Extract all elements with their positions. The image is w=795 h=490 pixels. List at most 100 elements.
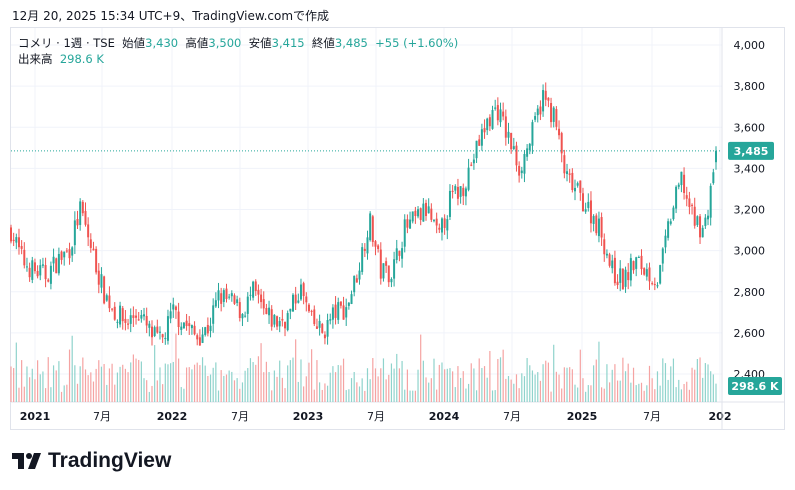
candle-body [651, 283, 654, 285]
volume-bar [92, 381, 95, 402]
volume-bar [385, 379, 387, 402]
candle-body [401, 248, 404, 259]
candle-body [172, 304, 175, 310]
symbol-label[interactable]: コメリ · 1週 · TSE [18, 36, 115, 50]
candle-body [419, 208, 422, 220]
candle-body [709, 185, 712, 218]
volume-bar [406, 369, 408, 402]
volume-bar [664, 363, 667, 402]
volume-bar [571, 369, 573, 402]
candle-body [656, 285, 659, 287]
candle-body [398, 250, 401, 256]
candle-body [129, 315, 132, 324]
volume-bar [518, 388, 520, 402]
candle-body [459, 186, 462, 197]
candle-body [515, 145, 518, 166]
candle-body [507, 131, 510, 138]
candle-body [315, 326, 318, 329]
candle-body [286, 313, 289, 331]
volume-bar [60, 391, 63, 402]
candle-body [595, 215, 598, 234]
volume-bar [236, 378, 238, 402]
volume-bar [483, 366, 486, 402]
volume-bar [271, 390, 273, 402]
candle-body [693, 206, 696, 226]
volume-bar [640, 382, 643, 402]
volume-badge [728, 377, 782, 395]
volume-bar [608, 382, 611, 402]
volume-bar [667, 379, 669, 402]
candle-body [627, 272, 630, 281]
tradingview-logo-icon [12, 453, 41, 469]
candle-body [36, 270, 39, 277]
candle-body [361, 247, 364, 272]
volume-bar [201, 357, 204, 402]
candle-body [212, 305, 215, 324]
volume-bar [473, 368, 475, 402]
candle-body [337, 302, 340, 320]
candle-body [571, 172, 574, 191]
candle-body [143, 314, 146, 317]
candle-body [451, 190, 454, 192]
candle-body [355, 278, 358, 283]
candle-body [284, 321, 287, 329]
volume-bar [124, 368, 126, 402]
volume-bar [635, 385, 637, 402]
volume-bar [119, 366, 121, 402]
candle-body [174, 306, 177, 311]
volume-bar [627, 363, 629, 402]
candle-body [164, 338, 167, 340]
volume-bar [585, 391, 587, 402]
candle-body [121, 308, 124, 322]
volume-bar [457, 366, 459, 402]
candle-body [491, 110, 494, 129]
candle-body [483, 128, 486, 133]
x-tick-label: 7月 [231, 410, 249, 423]
candle-body [180, 326, 183, 330]
candle-body [382, 263, 385, 279]
candle-body [430, 208, 433, 220]
volume-bar [462, 371, 464, 402]
candle-body [241, 314, 244, 319]
volume-bar [534, 374, 536, 402]
candle-body [214, 300, 217, 307]
candle-body [528, 143, 531, 151]
candle-body [619, 268, 622, 283]
x-tick-label: 2025 [567, 410, 598, 423]
open-label: 始値 [122, 36, 146, 50]
candle-body [632, 261, 635, 271]
volume-bar [239, 388, 241, 402]
tradingview-logo[interactable]: TradingView [12, 449, 171, 473]
candle-body [76, 219, 79, 226]
candle-body [526, 148, 529, 157]
candle-body [153, 327, 156, 337]
candle-body [371, 216, 374, 242]
candle-body [691, 204, 694, 206]
y-tick-label: 3,200 [734, 204, 766, 217]
candle-body [696, 216, 699, 225]
candle-body [265, 307, 268, 315]
volume-bar [260, 343, 262, 402]
candle-body [305, 296, 308, 303]
volume-bar [162, 384, 164, 402]
candle-body [281, 318, 284, 321]
volume-bar [316, 360, 318, 402]
volume-bar [178, 358, 180, 402]
candle-body [204, 327, 207, 335]
candle-body [454, 186, 457, 191]
candle-body [393, 259, 396, 279]
volume-bar [579, 349, 581, 402]
volume-bar [180, 387, 182, 402]
volume-bar [502, 349, 504, 402]
candle-body [23, 249, 26, 266]
volume-bar [353, 371, 355, 402]
volume-bar [127, 372, 129, 402]
volume-bar [132, 354, 134, 402]
candle-body [653, 284, 656, 286]
candle-body [270, 309, 273, 327]
candle-body [124, 318, 127, 323]
volume-bar [582, 378, 584, 402]
volume-bar [108, 368, 111, 402]
candle-body [188, 323, 191, 327]
